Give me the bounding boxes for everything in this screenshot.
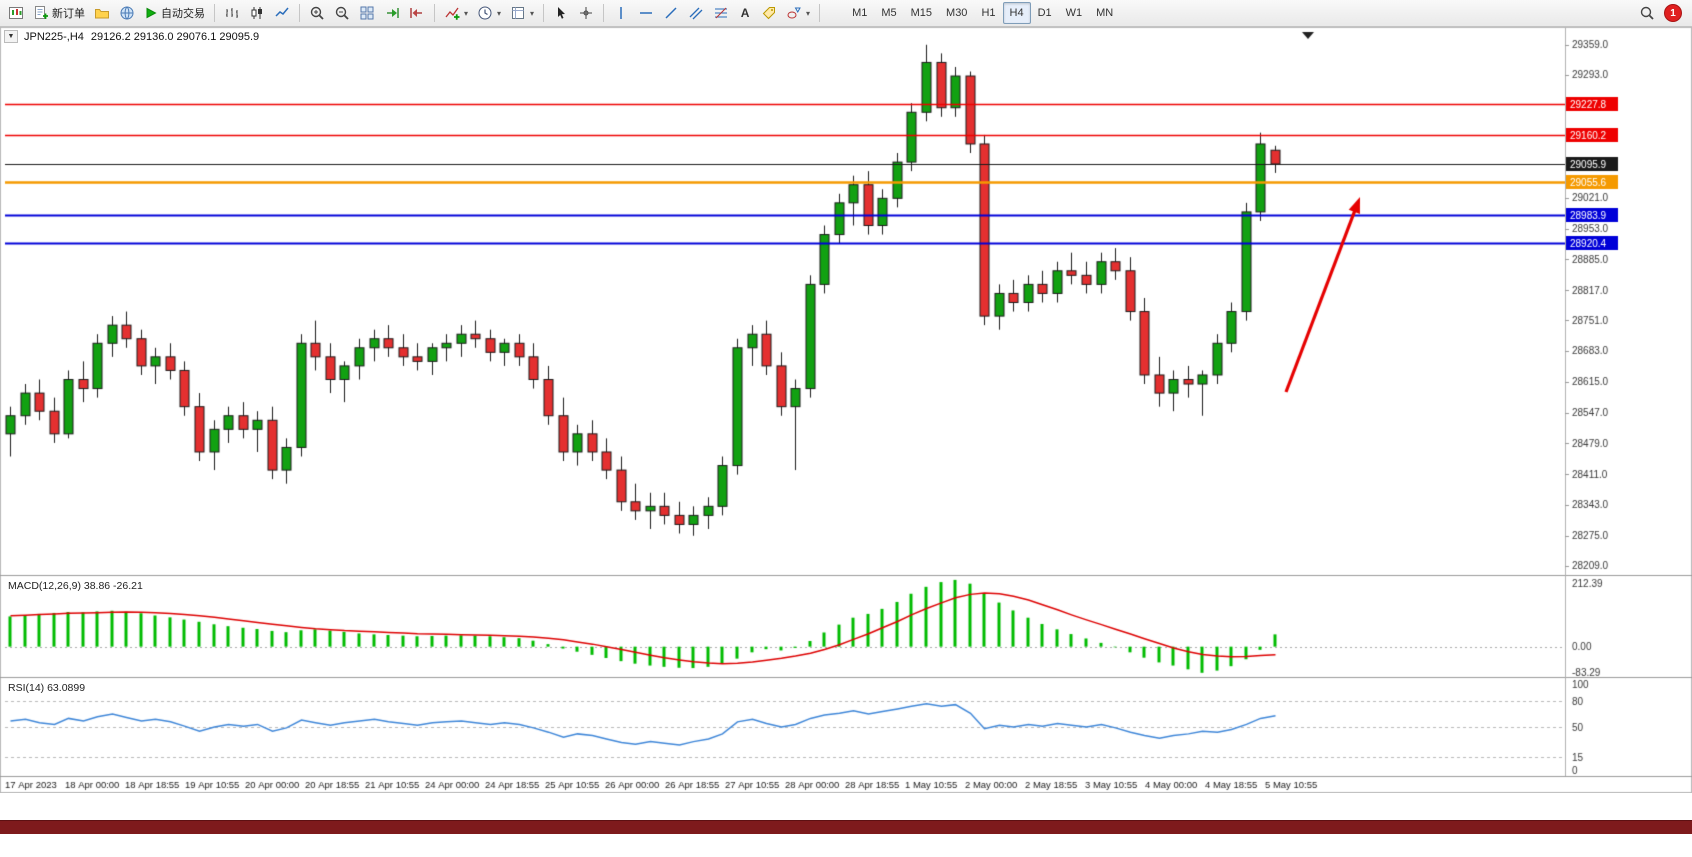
indicators-dropdown-arrow[interactable]: ▾ [464,8,469,18]
cursor-icon [558,7,566,19]
price-chart-canvas[interactable] [0,27,1692,793]
autotrading-button[interactable]: 自动交易 [140,2,209,24]
chart-shift-button[interactable] [405,2,429,24]
new-order-button[interactable]: 新订单 [29,2,89,24]
cursor-button[interactable] [549,2,573,24]
tile-windows-icon [360,6,374,20]
vertical-line-icon [620,7,622,19]
candlestick-chart-button[interactable] [245,2,269,24]
trendline-icon [665,7,677,19]
zoom-out-icon [335,6,349,20]
tab-m5[interactable]: M5 [881,7,897,19]
play-icon [146,7,157,19]
fibonacci-button[interactable] [709,2,733,24]
indicators-icon [445,7,460,20]
shapes-icon [787,7,801,19]
line-chart-icon [275,7,289,17]
tile-windows-button[interactable] [355,2,379,24]
community-globe-icon [120,6,134,20]
tab-h4[interactable]: H4 [1002,2,1031,24]
clock-icon [478,6,492,20]
line-chart-button[interactable] [270,2,294,24]
label-tag-icon [762,7,776,20]
toolbar-separator [819,4,821,22]
main-toolbar: 新订单 自动交易 ▾ ▾ [0,0,1692,27]
auto-scroll-button[interactable] [380,2,404,24]
auto-scroll-icon [387,8,399,18]
templates-button[interactable]: ▾ [506,2,538,24]
fibonacci-icon [715,7,728,19]
channel-button[interactable] [684,2,708,24]
tab-w1[interactable]: W1 [1065,7,1083,19]
text-button[interactable]: A [734,2,756,24]
search-icon [1640,6,1654,20]
tab-m15[interactable]: M15 [910,7,933,19]
tab-m1[interactable]: M1 [852,7,868,19]
crosshair-button[interactable] [574,2,598,24]
community-button[interactable] [115,2,139,24]
trendline-button[interactable] [659,2,683,24]
tab-d1[interactable]: D1 [1037,7,1052,19]
shapes-dropdown-arrow[interactable]: ▾ [806,8,811,18]
template-icon [512,7,525,19]
vertical-line-button[interactable] [609,2,633,24]
zoom-in-icon [310,6,324,20]
horizontal-line-button[interactable] [634,2,658,24]
periods-dropdown-arrow[interactable]: ▾ [497,8,502,18]
toolbar-separator [299,4,300,22]
chart-window: ▼ JPN225-,H4 29126.2 29136.0 29076.1 2909… [0,27,1692,834]
search-button[interactable] [1635,2,1659,24]
bar-chart-icon [226,8,238,18]
notification-badge[interactable]: 1 [1664,4,1682,22]
horizontal-line-icon [640,12,653,14]
crosshair-icon [580,7,593,19]
candlestick-chart-icon [251,7,262,19]
toolbar-separator [603,4,605,22]
zoom-out-button[interactable] [330,2,354,24]
label-button[interactable] [757,2,781,24]
text-tool-icon: A [740,6,750,20]
timeframe-toolbar: M1 M5 M15 M30 H1 H4 D1 W1 MN [845,2,1120,24]
new-chart-button[interactable] [4,2,28,24]
chart-shift-icon [410,8,422,18]
toolbar-separator [214,4,215,22]
charts-profile-icon [95,9,109,19]
autotrading-label: 自动交易 [161,8,205,20]
periods-button[interactable]: ▾ [473,2,505,24]
toolbar-separator [434,4,435,22]
one-click-trading-arrow[interactable]: ▼ [4,30,18,43]
channel-icon [689,7,703,20]
charts-profile-button[interactable] [90,2,114,24]
new-order-label: 新订单 [52,8,85,20]
indicators-button[interactable]: ▾ [440,2,472,24]
shapes-button[interactable]: ▾ [782,2,814,24]
new-order-icon [35,6,48,19]
zoom-in-button[interactable] [305,2,329,24]
new-chart-icon [9,7,23,19]
window-bottom-border [0,820,1692,834]
tab-m30[interactable]: M30 [946,7,968,19]
toolbar-separator [543,4,545,22]
bar-chart-button[interactable] [220,2,244,24]
templates-dropdown-arrow[interactable]: ▾ [530,8,535,18]
tab-h1[interactable]: H1 [981,7,996,19]
tab-mn[interactable]: MN [1096,7,1114,19]
